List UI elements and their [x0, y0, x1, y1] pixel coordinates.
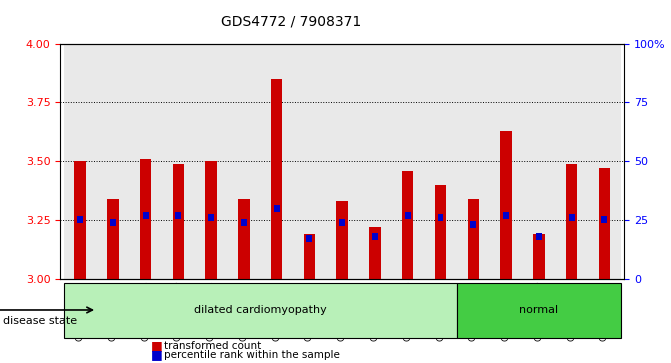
Bar	[74, 161, 86, 279]
Bar	[340, 219, 345, 226]
Bar	[369, 227, 380, 279]
Bar	[391, 44, 424, 279]
Bar	[304, 234, 315, 279]
Bar	[307, 235, 313, 242]
Bar	[143, 212, 148, 219]
Bar	[501, 131, 512, 279]
Bar	[107, 199, 119, 279]
Bar	[490, 44, 523, 279]
Bar	[336, 201, 348, 279]
Bar	[195, 44, 227, 279]
Bar	[468, 199, 479, 279]
Bar	[424, 44, 457, 279]
Bar	[293, 44, 326, 279]
Bar	[271, 79, 282, 279]
Bar	[358, 44, 391, 279]
Bar	[536, 233, 541, 240]
Bar	[588, 44, 621, 279]
Text: normal: normal	[519, 305, 558, 315]
Bar	[503, 212, 509, 219]
Text: percentile rank within the sample: percentile rank within the sample	[164, 350, 340, 360]
Bar	[326, 44, 358, 279]
Bar	[140, 159, 152, 279]
Bar	[470, 221, 476, 228]
Bar	[227, 44, 260, 279]
Bar	[97, 44, 130, 279]
Bar	[205, 161, 217, 279]
Bar	[260, 44, 293, 279]
Text: dilated cardiomyopathy: dilated cardiomyopathy	[194, 305, 327, 315]
Bar	[457, 44, 490, 279]
Text: disease state: disease state	[3, 316, 77, 326]
Bar	[402, 171, 413, 279]
Bar	[241, 219, 247, 226]
Bar	[130, 44, 162, 279]
FancyBboxPatch shape	[457, 283, 621, 338]
Bar	[533, 234, 545, 279]
Bar	[274, 205, 280, 212]
Bar	[372, 233, 378, 240]
Text: ■: ■	[151, 348, 163, 362]
Bar	[238, 199, 250, 279]
Bar	[599, 168, 610, 279]
Bar	[172, 163, 184, 279]
Bar	[208, 214, 214, 221]
Bar	[110, 219, 116, 226]
Bar	[405, 212, 411, 219]
Bar	[601, 216, 607, 224]
FancyBboxPatch shape	[64, 283, 457, 338]
Bar	[435, 185, 446, 279]
Bar	[162, 44, 195, 279]
Bar	[437, 214, 444, 221]
Text: GDS4772 / 7908371: GDS4772 / 7908371	[221, 15, 362, 29]
Bar	[64, 44, 97, 279]
Bar	[568, 214, 574, 221]
Bar	[175, 212, 181, 219]
Bar	[77, 216, 83, 224]
Text: ■: ■	[151, 339, 163, 352]
Bar	[566, 163, 577, 279]
Text: transformed count: transformed count	[164, 340, 262, 351]
Bar	[523, 44, 555, 279]
Bar	[555, 44, 588, 279]
